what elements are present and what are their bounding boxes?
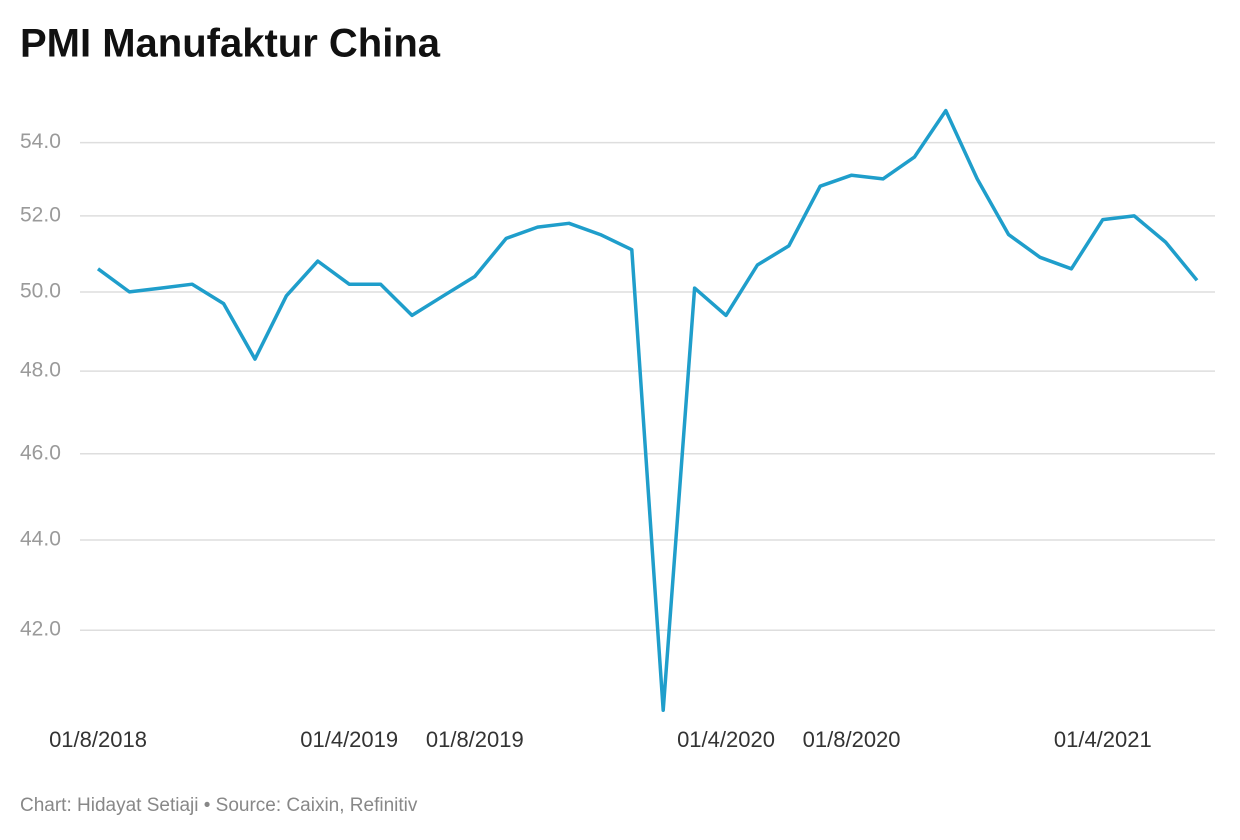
y-tick-label: 44.0 (20, 527, 61, 550)
footer: Chart: Hidayat Setiaji • Source: Caixin,… (20, 795, 418, 816)
x-tick-label: 01/4/2021 (1054, 727, 1152, 752)
y-tick-label: 52.0 (20, 203, 61, 226)
line (96, 108, 1199, 713)
chart-title: PMI Manufaktur China (20, 22, 441, 66)
x-tick-label: 01/8/2018 (49, 727, 147, 752)
x-tick-label: 01/4/2020 (677, 727, 775, 752)
x-tick-label: 01/8/2020 (803, 727, 901, 752)
y-tick-label: 46.0 (20, 441, 61, 464)
x-tick-label: 01/4/2019 (300, 727, 398, 752)
y-tick-label: 54.0 (20, 130, 61, 153)
x-tick-label: 01/8/2019 (426, 727, 524, 752)
y-tick-label: 48.0 (20, 359, 61, 382)
y-tick-label: 50.0 (20, 279, 61, 302)
y-tick-label: 42.0 (20, 618, 61, 641)
